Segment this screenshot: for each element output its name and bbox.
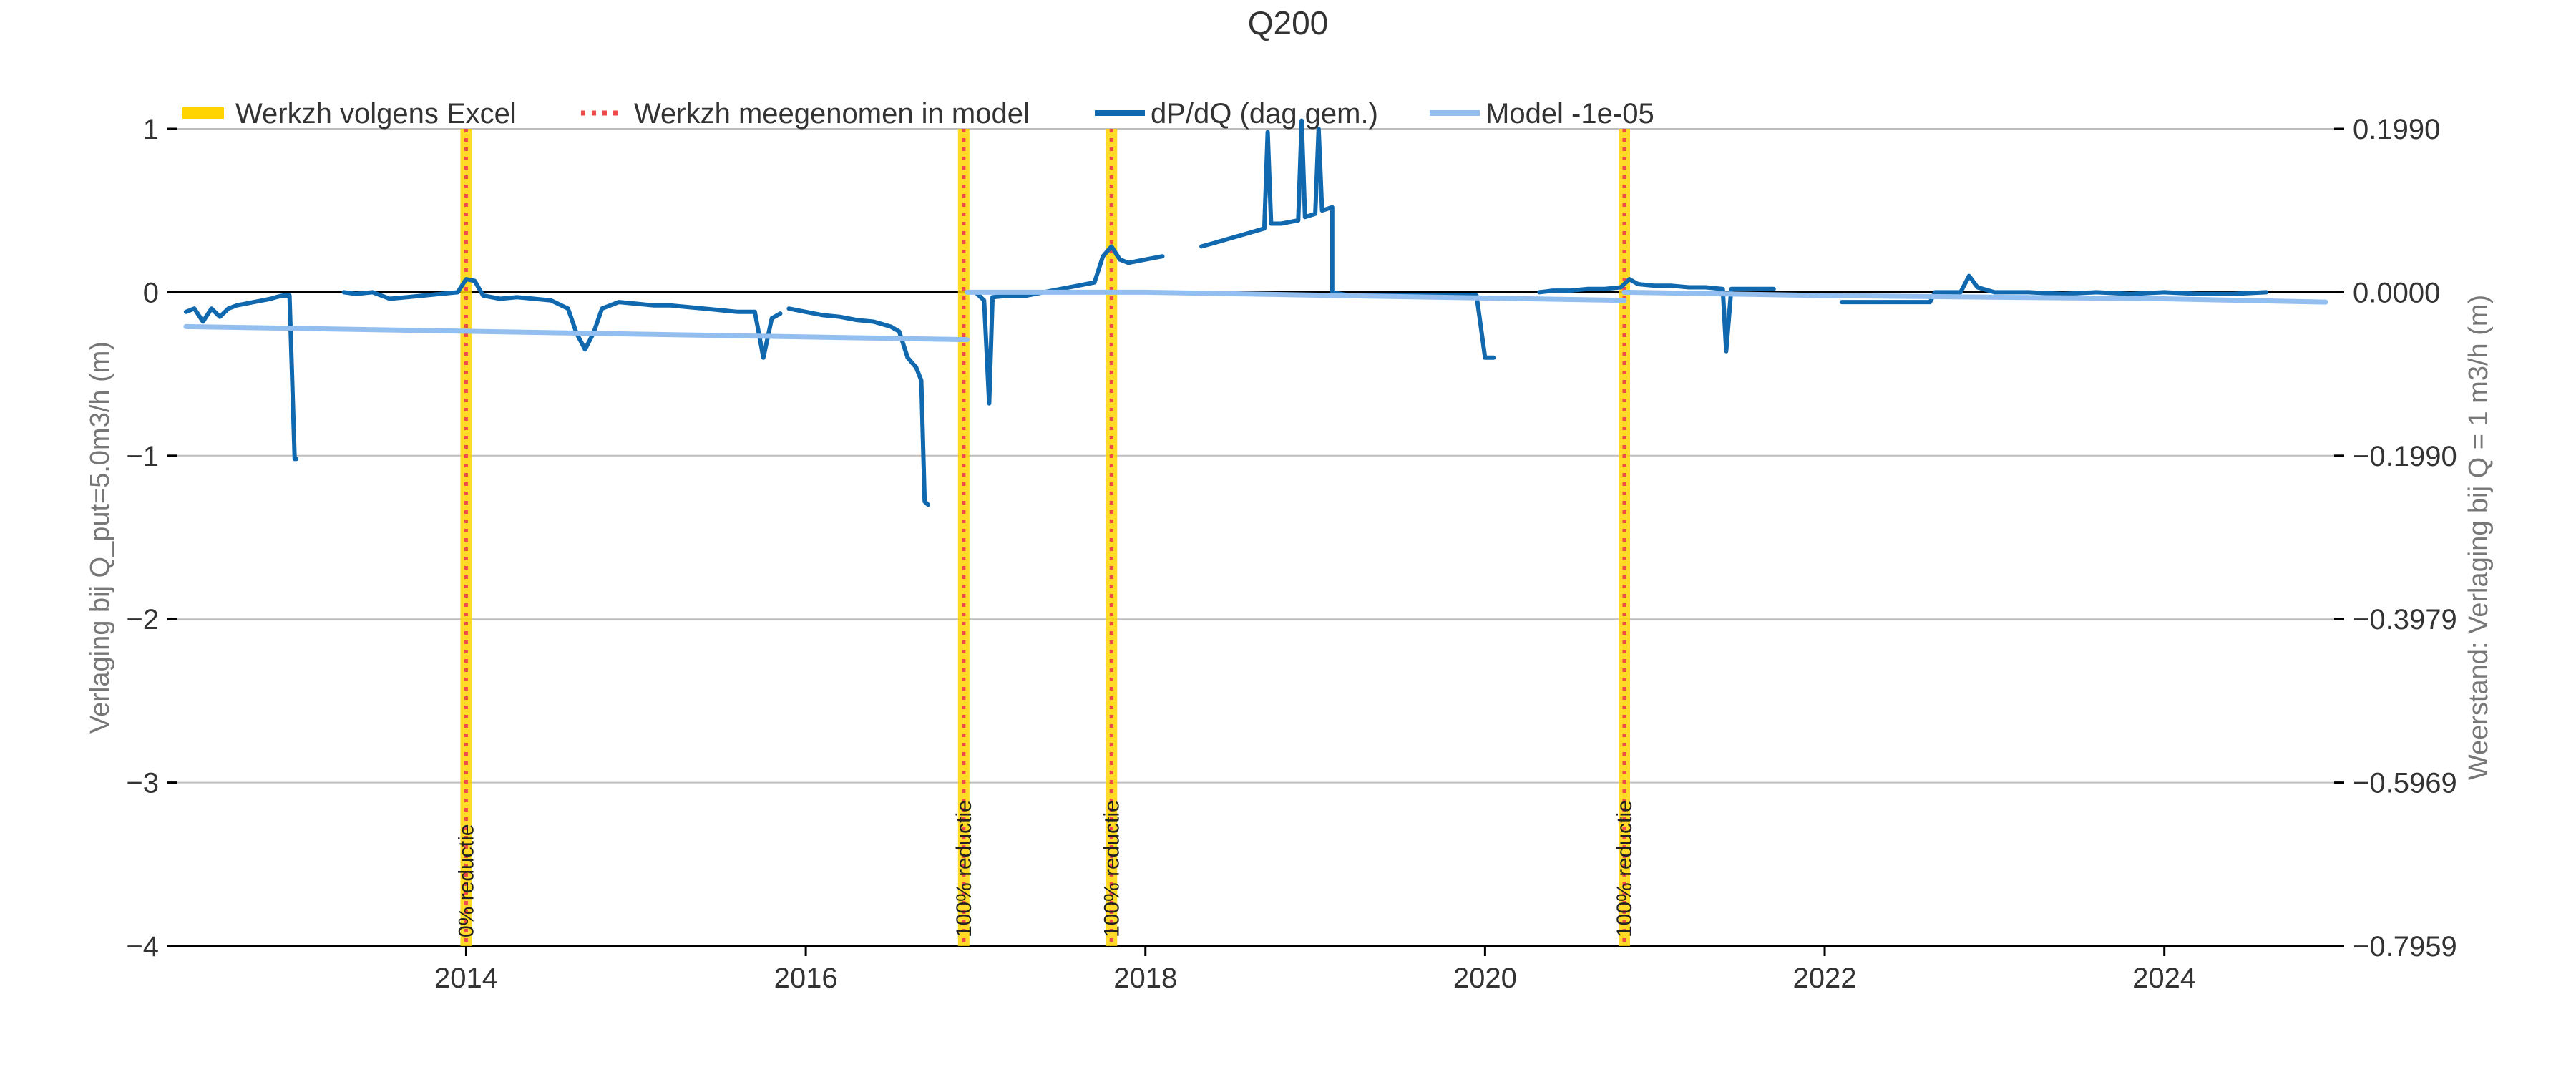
y-left-axis-label: Verlaging bij Q_put=5.0m3/h (m) [85, 341, 115, 734]
legend-label-0: Werkzh volgens Excel [235, 98, 517, 130]
y-right-tick-label-5: −0.7959 [2353, 931, 2457, 963]
axes: 1 0 −1 −2 −3 −4 0.1990 0.0000 −0.1990 −0.3979 −0.5… [85, 114, 2494, 994]
y-left-tick-label-1: 0 [143, 277, 159, 308]
series-0-segment-4 [1199, 118, 1496, 360]
y-left-tick-label-3: −2 [126, 604, 159, 635]
y-right-tick-label-0: 0.1990 [2353, 114, 2440, 145]
y-right-axis-label: Weerstand: Verlaging bij Q = 1 m3/h (m) [2464, 295, 2494, 780]
y-right-tick-label-4: −0.5969 [2353, 768, 2457, 799]
series-0-segment-2 [786, 306, 930, 507]
series-0-segment-0 [183, 293, 299, 462]
event-band-3 [1618, 129, 1630, 946]
grid-lines [177, 128, 2334, 947]
chart-title: Q200 [1248, 4, 1329, 42]
series-0-segment-5 [1537, 277, 1776, 354]
series-0-segment-3 [965, 244, 1165, 406]
series-lines [183, 118, 2328, 507]
event-label-1: 100% reductie [952, 800, 976, 937]
y-left-tick-label-5: −4 [126, 931, 159, 963]
y-right-tick-label-2: −0.1990 [2353, 441, 2457, 472]
x-tick-label-3: 2020 [1453, 963, 1517, 994]
event-band-2 [1106, 129, 1118, 946]
series-1-segment-0 [183, 323, 970, 343]
series-0-segment-6 [1839, 273, 2269, 305]
event-band-1 [957, 129, 970, 946]
y-right-tick-label-1: 0.0000 [2353, 277, 2440, 308]
x-tick-label-5: 2024 [2132, 963, 2196, 994]
event-label-3: 100% reductie [1613, 800, 1636, 937]
y-left-tick-label-2: −1 [126, 441, 159, 472]
event-bands: 0% reductie 100% reductie 100% reductie 100… [454, 129, 1636, 946]
legend: Werkzh volgens Excel Werkzh meegenomen in… [182, 98, 1654, 130]
y-left-tick-label-4: −3 [126, 768, 159, 799]
legend-label-1: Werkzh meegenomen in model [634, 98, 1030, 130]
legend-label-2: dP/dQ (dag gem.) [1151, 98, 1378, 130]
x-tick-label-1: 2016 [774, 963, 838, 994]
event-label-0: 0% reductie [454, 824, 478, 937]
y-left-tick-label-0: 1 [143, 114, 159, 145]
x-tick-label-4: 2022 [1793, 963, 1857, 994]
series-1-segment-1 [965, 289, 1627, 303]
x-tick-label-0: 2014 [434, 963, 498, 994]
event-label-2: 100% reductie [1100, 800, 1123, 937]
x-tick-label-2: 2018 [1113, 963, 1177, 994]
y-right-tick-label-3: −0.3979 [2353, 604, 2457, 635]
series-0-segment-1 [341, 277, 783, 360]
series-1-segment-2 [1621, 289, 2328, 305]
legend-label-3: Model -1e-05 [1485, 98, 1654, 130]
